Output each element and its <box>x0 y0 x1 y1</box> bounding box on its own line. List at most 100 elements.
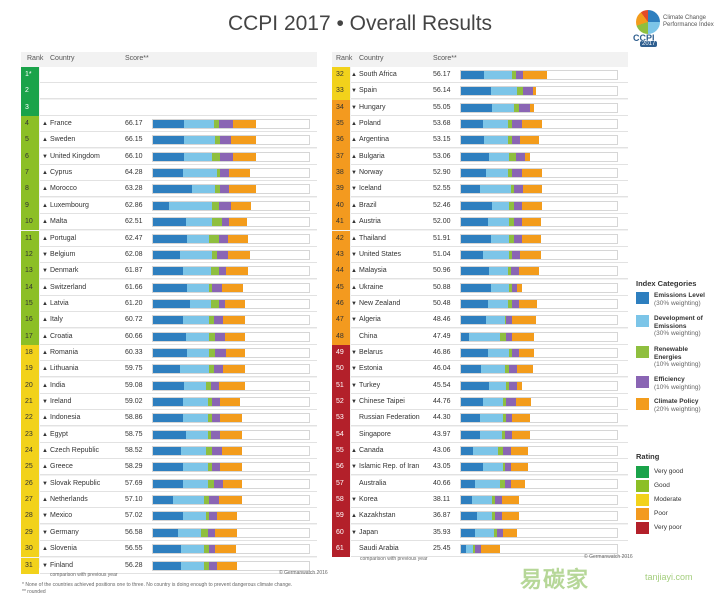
rank-cell: 25 <box>21 459 39 476</box>
score-bar-segment-emissions <box>153 512 183 521</box>
score-bar-segment-development <box>490 283 510 292</box>
score-value: 38.11 <box>433 496 450 504</box>
score-bar-segment-emissions <box>153 234 188 243</box>
legend-label: Renewable Energies (10% weighting) <box>654 346 716 369</box>
table-row: 24 ▲ Czech Republic 58.52 <box>21 443 317 460</box>
score-bar-segment-policy <box>218 496 242 505</box>
table-row: 61 Saudi Arabia 25.45 <box>332 541 628 558</box>
country-name: Japan <box>359 528 379 536</box>
rank-cell: 13 <box>21 263 39 280</box>
score-bar-segment-policy <box>216 561 238 570</box>
score-bar-segment-efficiency <box>210 430 221 439</box>
trend-down-icon: ▼ <box>351 251 357 258</box>
rank-cell: 9 <box>21 197 39 215</box>
score-bar-segment-development <box>490 234 510 243</box>
score-bar-segment-policy <box>231 201 252 210</box>
score-bar-segment-efficiency <box>506 398 516 406</box>
rating-item-moderate: Moderate <box>636 494 716 506</box>
score-bar-segment-efficiency <box>512 120 522 129</box>
score-value: 66.17 <box>125 120 143 128</box>
country-name: Morocco <box>50 185 77 193</box>
score-bar-segment-efficiency <box>510 267 519 276</box>
score-bar-segment-efficiency <box>514 218 522 227</box>
score-bar-segment-policy <box>512 430 530 439</box>
table-row: 12 ▼ Belgium 62.08 <box>21 246 317 264</box>
score-bar <box>460 511 618 522</box>
score-bar-segment-efficiency <box>504 479 511 488</box>
score-bar-segment-emissions <box>153 463 183 472</box>
rank-cell: 32 <box>332 67 350 84</box>
score-bar-segment-efficiency <box>220 152 233 161</box>
table-row: 36 ▲ Argentina 53.15 <box>332 132 628 149</box>
score-bar-segment-efficiency <box>213 479 224 488</box>
legend-weight: (30% weighting) <box>654 330 701 337</box>
score-bar <box>460 102 618 113</box>
country-name: Saudi Arabia <box>359 545 399 553</box>
rank-cell: 17 <box>21 328 39 345</box>
header-rank: Rank <box>336 55 353 62</box>
score-bar-segment-emissions <box>153 430 186 439</box>
country-name: China <box>359 332 378 340</box>
score-value: 62.08 <box>125 250 143 258</box>
score-bar-segment-emissions <box>461 398 483 406</box>
score-value: 52.46 <box>433 201 451 209</box>
table-row: 8 ▲ Morocco 63.28 <box>21 181 317 198</box>
trend-down-icon: ▼ <box>351 366 357 373</box>
score-value: 35.93 <box>433 528 451 536</box>
score-bar-segment-development <box>179 365 210 374</box>
score-bar-segment-emissions <box>461 496 472 505</box>
table-row: 11 ▲ Portugal 62.47 <box>21 230 317 247</box>
score-bar-segment-policy <box>512 414 530 423</box>
legend-weight: (10% weighting) <box>654 361 701 368</box>
score-bar-segment-policy <box>517 283 522 292</box>
rank-cell: 33 <box>332 83 350 100</box>
score-bar-segment-renewable <box>209 348 216 357</box>
score-value: 61.20 <box>125 299 143 307</box>
score-bar-segment-development <box>482 120 508 129</box>
score-value: 43.05 <box>433 463 451 471</box>
trend-down-icon: ▼ <box>351 529 357 536</box>
country-name: Canada <box>359 447 384 455</box>
score-bar <box>152 495 310 506</box>
table-row: 52 ▼ Chinese Taipei 44.76 <box>332 394 628 411</box>
score-value: 46.86 <box>433 348 451 356</box>
score-bar-segment-development <box>184 381 207 390</box>
score-value: 45.54 <box>433 381 451 389</box>
score-value: 56.55 <box>125 545 143 553</box>
score-bar-segment-efficiency <box>212 414 221 423</box>
ranking-panel-right: Rank Country Score** 32 ▲ South Africa 56.1… <box>332 52 628 558</box>
trend-down-icon: ▼ <box>351 88 357 95</box>
rank-cell: 15 <box>21 295 39 313</box>
rank-cell: 54 <box>332 426 350 444</box>
score-bar-segment-emissions <box>153 185 192 194</box>
score-bar <box>152 315 310 326</box>
country-name: Egypt <box>50 430 68 438</box>
score-bar <box>460 70 618 80</box>
score-bar-segment-emissions <box>461 299 488 308</box>
score-bar-segment-efficiency <box>514 185 524 194</box>
table-row: 6 ▼ United Kingdom 66.10 <box>21 148 317 166</box>
country-name: Bulgaria <box>359 152 385 160</box>
trend-up-icon: ▲ <box>351 121 357 128</box>
rank-cell: 4 <box>21 116 39 133</box>
score-bar-segment-policy <box>220 414 242 423</box>
score-bar <box>460 413 618 424</box>
header-score: Score** <box>125 55 149 62</box>
country-name: Belgium <box>50 250 76 258</box>
score-bar-segment-renewable <box>500 479 505 488</box>
score-bar-segment-renewable <box>212 152 221 161</box>
score-value: 62.86 <box>125 201 143 209</box>
table-row: 35 ▲ Poland 53.68 <box>332 116 628 133</box>
score-bar <box>460 200 618 211</box>
score-bar-segment-renewable <box>215 136 221 145</box>
score-bar-segment-development <box>182 316 210 325</box>
table-row: 14 ▲ Switzerland 61.66 <box>21 279 317 296</box>
score-bar-segment-policy <box>215 528 238 537</box>
score-bar-segment-efficiency <box>218 201 231 210</box>
rating-item-very_good: Very good <box>636 466 716 478</box>
score-bar-segment-policy <box>232 152 256 161</box>
trend-up-icon: ▲ <box>42 219 48 226</box>
rank-cell: 57 <box>332 475 350 493</box>
score-bar-segment-policy <box>224 299 246 308</box>
score-value: 53.15 <box>433 136 451 144</box>
